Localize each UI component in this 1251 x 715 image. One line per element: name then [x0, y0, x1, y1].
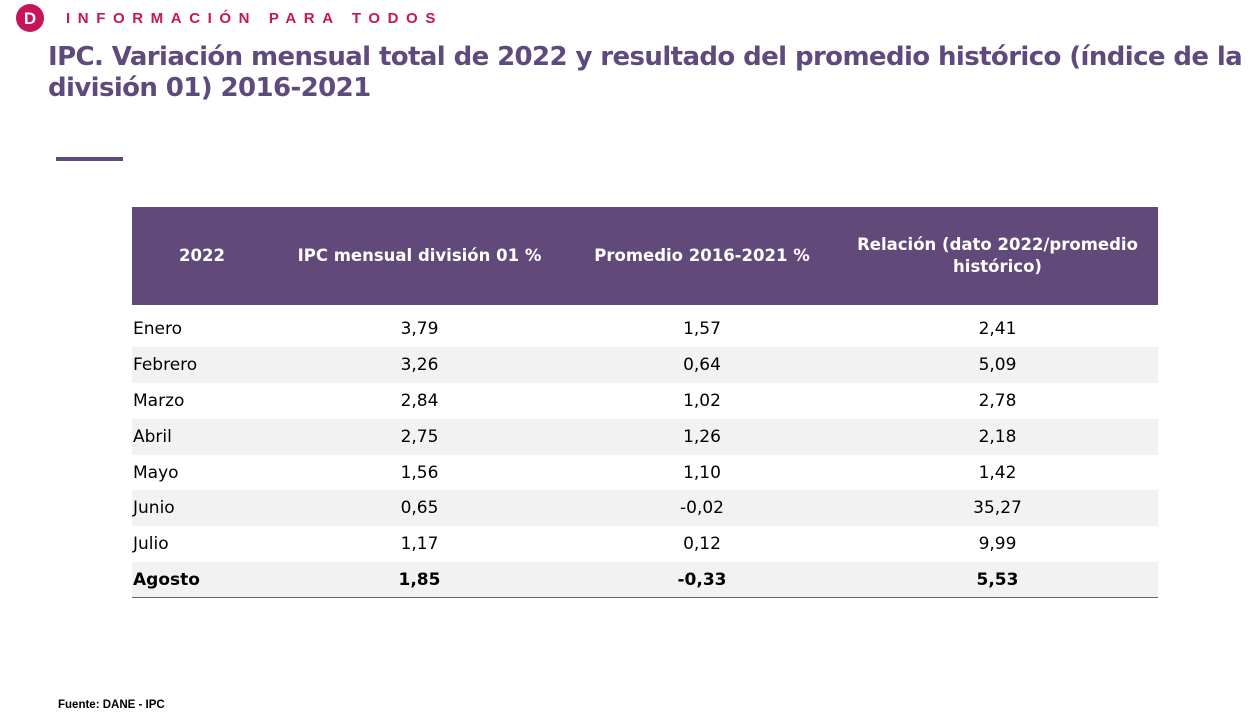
cell-ipc: 2,75 [400, 426, 439, 447]
source-note: Fuente: DANE - IPC [58, 699, 165, 711]
table-row: Febrero 3,26 0,64 5,09 [132, 346, 1158, 383]
header-average: Promedio 2016-2021 % [594, 246, 810, 265]
table-row: Mayo 1,56 1,10 1,42 [132, 455, 1158, 491]
table-body: Enero 3,79 1,57 2,41 Febrero 3,26 0,64 5… [132, 311, 1158, 599]
cell-ipc: 1,17 [400, 534, 439, 555]
header: D INFORMACIÓN PARA TODOS [16, 4, 443, 32]
cell-ipc: 3,79 [400, 318, 439, 339]
cell-average: -0,33 [677, 569, 727, 590]
cell-ipc: 1,56 [400, 462, 439, 483]
cell-ratio: 2,18 [978, 426, 1017, 447]
cell-average: 1,02 [683, 390, 721, 411]
cell-month: Enero [133, 318, 182, 339]
table-header: 2022 IPC mensual división 01 % Promedio … [132, 207, 1158, 305]
cell-month: Agosto [133, 569, 200, 590]
table-row: Abril 2,75 1,26 2,18 [132, 418, 1158, 455]
cell-ipc: 0,65 [400, 498, 439, 519]
cell-ratio: 5,53 [976, 569, 1019, 590]
logo-letter: D [23, 8, 37, 28]
title-accent-divider [56, 157, 123, 161]
cell-month: Julio [133, 534, 169, 555]
header-year: 2022 [179, 246, 225, 265]
table-row-highlight: Agosto 1,85 -0,33 5,53 [132, 562, 1158, 599]
table-row: Junio 0,65 -0,02 35,27 [132, 490, 1158, 527]
cell-average: -0,02 [680, 498, 724, 519]
cell-average: 1,10 [683, 462, 721, 483]
cell-ratio: 2,78 [978, 390, 1017, 411]
cell-ratio: 9,99 [978, 534, 1017, 555]
cell-ratio: 1,42 [978, 462, 1017, 483]
ipc-table: 2022 IPC mensual división 01 % Promedio … [132, 207, 1158, 599]
table-row: Julio 1,17 0,12 9,99 [132, 526, 1158, 562]
tagline: INFORMACIÓN PARA TODOS [66, 9, 443, 27]
cell-ratio: 35,27 [973, 498, 1022, 519]
dane-logo-icon: D [16, 4, 44, 32]
cell-ipc: 3,26 [400, 354, 439, 375]
header-ratio: Relación (dato 2022/promedio histórico) [857, 235, 1138, 276]
cell-month: Febrero [133, 354, 198, 375]
cell-average: 1,57 [683, 318, 721, 339]
cell-ratio: 2,41 [978, 318, 1017, 339]
cell-ipc: 1,85 [398, 569, 441, 590]
cell-average: 1,26 [683, 426, 721, 447]
page-title: IPC. Variación mensual total de 2022 y r… [48, 42, 1243, 103]
cell-average: 0,64 [683, 354, 721, 375]
table-row: Marzo 2,84 1,02 2,78 [132, 383, 1158, 419]
cell-ipc: 2,84 [400, 390, 439, 411]
cell-month: Junio [133, 498, 175, 519]
cell-month: Abril [133, 426, 172, 447]
cell-average: 0,12 [683, 534, 721, 555]
cell-month: Marzo [133, 390, 185, 411]
header-ipc-monthly: IPC mensual división 01 % [297, 246, 542, 265]
cell-month: Mayo [133, 462, 179, 483]
cell-ratio: 5,09 [978, 354, 1017, 375]
table-row: Enero 3,79 1,57 2,41 [132, 311, 1158, 347]
